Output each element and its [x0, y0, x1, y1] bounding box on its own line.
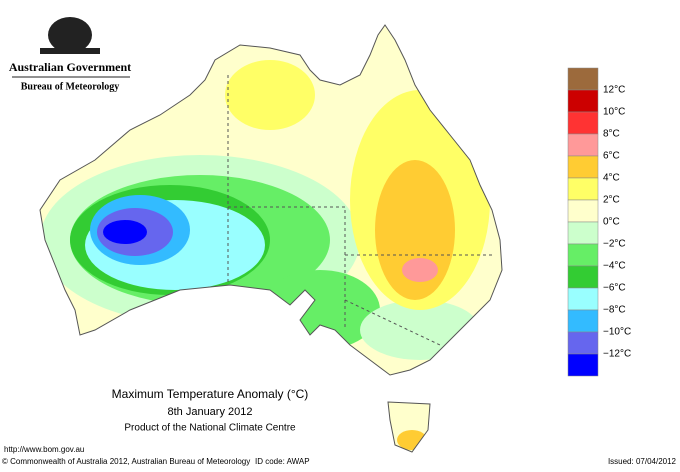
url: http://www.bom.gov.au: [4, 445, 84, 454]
legend-swatch: [567, 67, 599, 91]
legend-label: 10°C: [603, 107, 625, 118]
legend-label: 12°C: [603, 85, 625, 96]
bureau-name: Bureau of Meteorology: [21, 81, 120, 92]
legend-label: 2°C: [603, 195, 620, 206]
id-code: ID code: AWAP: [255, 457, 310, 466]
legend-label: −6°C: [603, 283, 626, 294]
legend-swatch: [567, 243, 599, 267]
legend-label: 0°C: [603, 217, 620, 228]
legend-swatch: [567, 199, 599, 223]
legend-swatch: [567, 133, 599, 157]
legend: 12°C 10°C 8°C 6°C 4°C 2°C 0°C −2°C −4°C −6°C −8°C −…: [567, 67, 631, 377]
legend-label: −4°C: [603, 261, 626, 272]
map-product: Product of the National Climate Centre: [124, 423, 296, 434]
legend-swatch: [567, 309, 599, 333]
legend-swatch: [567, 111, 599, 135]
legend-swatch: [567, 353, 599, 377]
copyright: © Commonwealth of Australia 2012, Austra…: [2, 457, 250, 466]
map-title: Maximum Temperature Anomaly (°C): [112, 387, 309, 401]
legend-swatch: [567, 155, 599, 179]
legend-swatch: [567, 265, 599, 289]
legend-label: −2°C: [603, 239, 626, 250]
legend-swatch: [567, 221, 599, 245]
government-name: Australian Government: [9, 60, 131, 74]
legend-swatch: [567, 177, 599, 201]
legend-label: 4°C: [603, 173, 620, 184]
map-date: 8th January 2012: [167, 406, 252, 418]
legend-swatch: [567, 331, 599, 355]
legend-label: −10°C: [603, 327, 631, 338]
legend-label: 8°C: [603, 129, 620, 140]
legend-label: −8°C: [603, 305, 626, 316]
legend-label: 6°C: [603, 151, 620, 162]
legend-swatch: [567, 287, 599, 311]
government-crest: [40, 17, 100, 54]
legend-label: −12°C: [603, 349, 631, 360]
issued: Issued: 07/04/2012: [608, 457, 677, 466]
legend-swatch: [567, 89, 599, 113]
